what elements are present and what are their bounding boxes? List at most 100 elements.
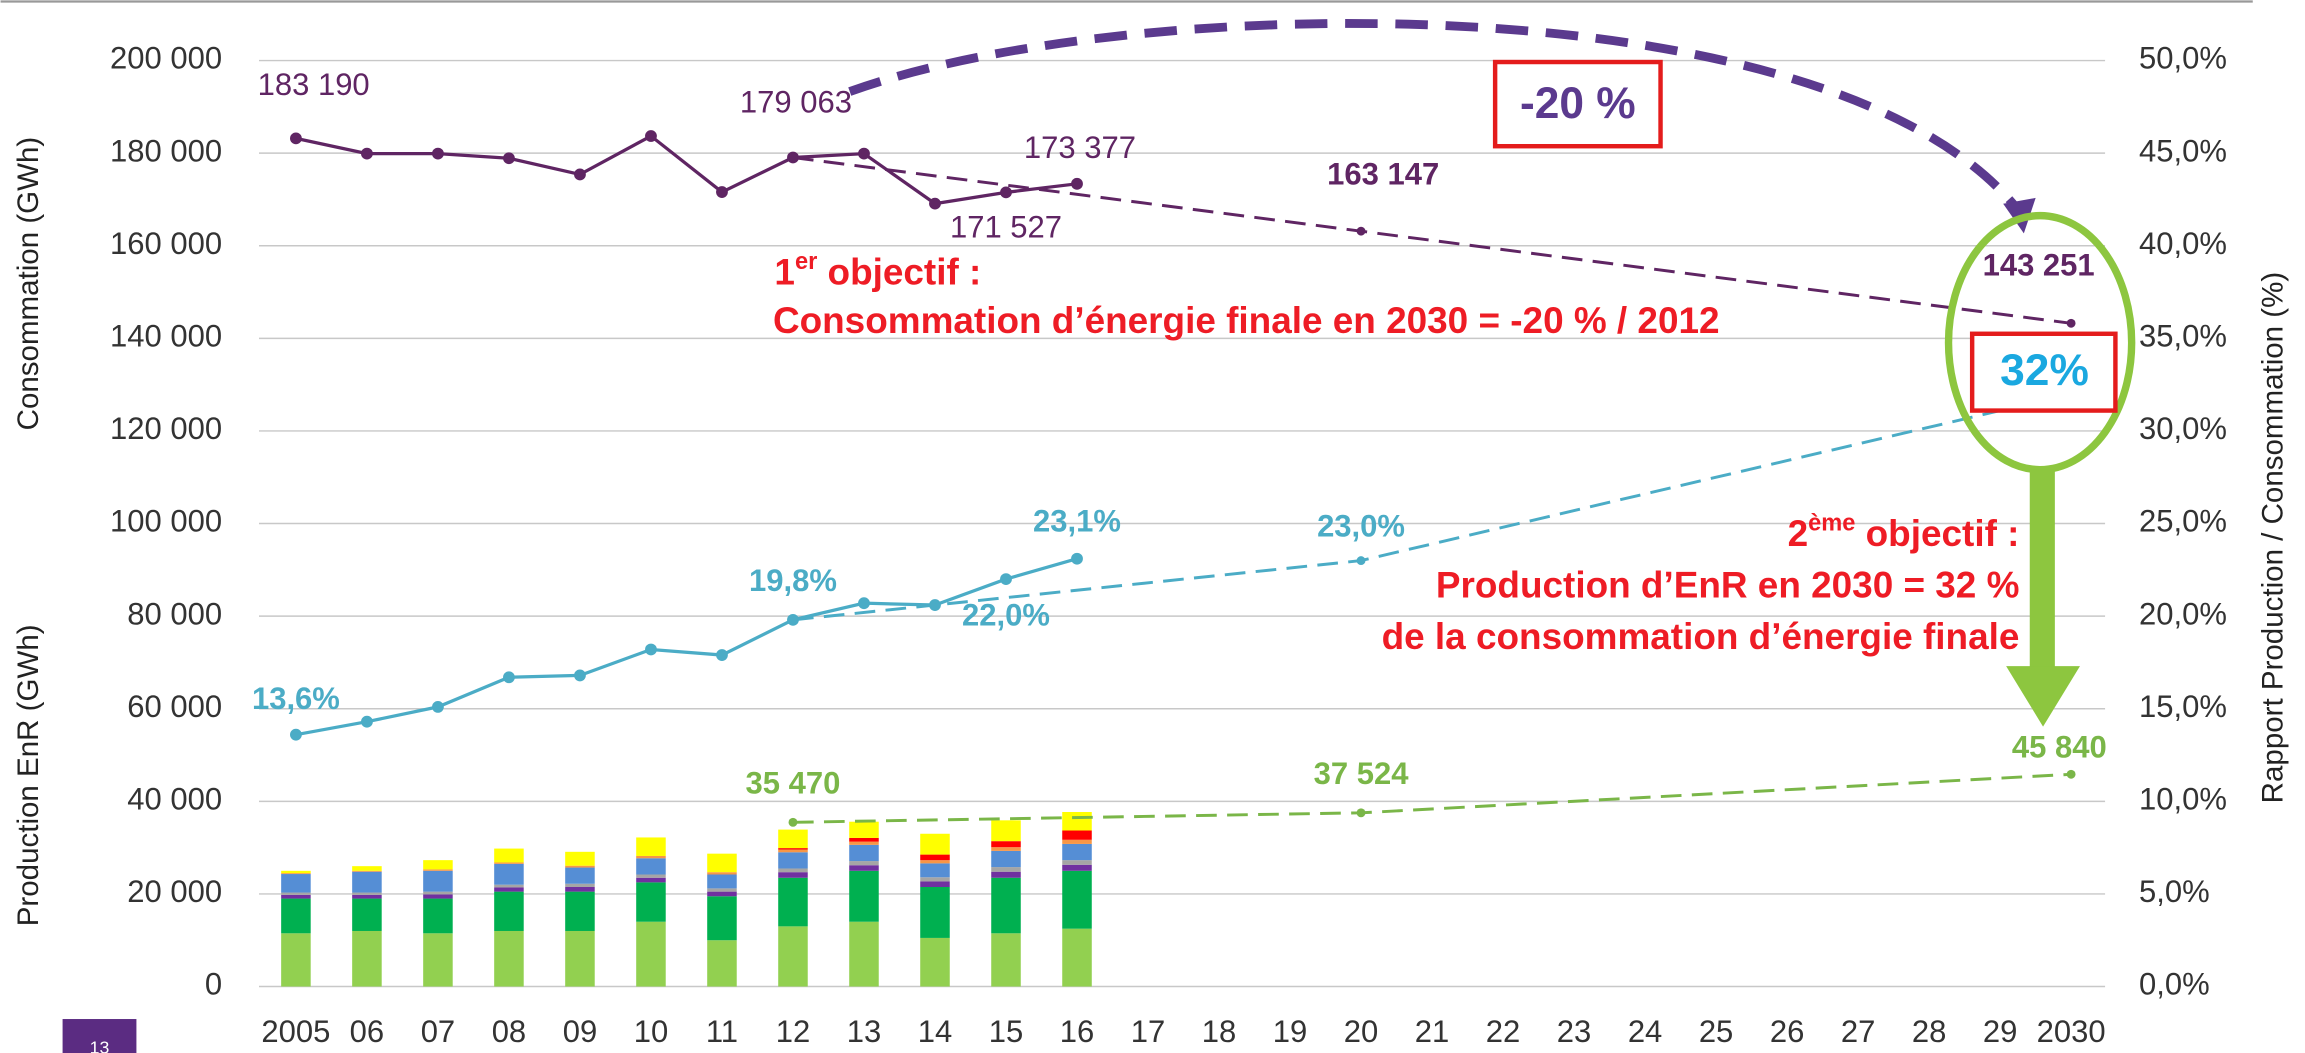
objective-number: 2 (1788, 513, 1809, 554)
x-tick-label: 2005 (261, 1014, 330, 1049)
point (788, 817, 798, 827)
x-tick-label: 21 (1415, 1014, 1449, 1049)
y2-tick-label: 25,0% (2139, 504, 2227, 539)
bar-segment (991, 841, 1021, 848)
point (929, 197, 941, 210)
x-tick-label: 11 (706, 1014, 738, 1049)
y2-tick-label: 0,0% (2139, 967, 2210, 1002)
data-label: 13,6% (252, 681, 340, 716)
x-tick-label: 22 (1486, 1014, 1520, 1049)
bar-segment (849, 821, 879, 838)
reduction-label: -20 % (1520, 79, 1636, 128)
point (858, 597, 870, 610)
bar-segment (281, 898, 311, 934)
point (716, 186, 728, 198)
data-label: 179 063 (740, 85, 852, 120)
objective-suffix: er (795, 249, 817, 275)
bar-segment (1062, 864, 1092, 871)
bar-segment (920, 854, 950, 861)
bar-segment (423, 933, 453, 987)
x-tick-label: 13 (847, 1014, 881, 1049)
objective-number: 1 (774, 251, 795, 292)
x-tick-label: 28 (1912, 1014, 1946, 1049)
bar-segment (849, 837, 879, 842)
x-tick-label: 09 (563, 1014, 597, 1049)
point (432, 700, 444, 713)
bar-segment (352, 866, 382, 871)
bar-segment (778, 868, 808, 873)
bar-segment (281, 873, 311, 875)
bar-segment (991, 877, 1021, 934)
point (1356, 226, 1366, 236)
y2-tick-label: 20,0% (2139, 596, 2227, 631)
y2-tick-label: 35,0% (2139, 319, 2227, 354)
bar-segment (636, 882, 666, 922)
bar-segment (920, 877, 950, 882)
objective-2-detail: Production d’EnR en 2030 = 32 % (1436, 565, 2020, 606)
bar-segment (494, 884, 524, 888)
bar-segment (494, 891, 524, 931)
point (645, 643, 657, 656)
point (290, 728, 302, 741)
objective-text: objectif : (1855, 513, 2019, 554)
bar-segment (778, 829, 808, 849)
x-tick-label: 19 (1273, 1014, 1307, 1049)
point (2066, 318, 2076, 328)
data-label: 23,0% (1317, 508, 1405, 543)
bar-segment (849, 841, 879, 845)
bar-segment (281, 874, 311, 893)
bar-segment (920, 937, 950, 987)
bar-segment (423, 870, 453, 892)
bar-segment (565, 867, 595, 884)
bar-segment (707, 896, 737, 941)
x-tick-label: 08 (492, 1014, 526, 1049)
bar-segment (281, 894, 311, 899)
plot-area: 0 20 000 40 000 60 000 80 000 100 000 120 000 1… (110, 41, 2227, 1049)
page-number: 13 (90, 1037, 110, 1053)
y2-tick-label: 10,0% (2139, 782, 2227, 817)
data-label: 143 251 (1983, 247, 2095, 282)
x-tick-label: 25 (1699, 1014, 1733, 1049)
data-label: 23,1% (1033, 503, 1121, 538)
bar-segment (707, 853, 737, 873)
point (361, 147, 373, 160)
y2-tick-label: 50,0% (2139, 41, 2227, 76)
bar-segment (991, 933, 1021, 987)
bar-segment (565, 930, 595, 987)
point (1071, 177, 1083, 190)
data-label: 19,8% (749, 563, 837, 598)
bar-segment (565, 891, 595, 931)
bar-segment (1062, 811, 1092, 831)
bar-segment (991, 871, 1021, 878)
bar-segment (707, 874, 737, 889)
data-label: 173 377 (1024, 130, 1136, 165)
y-tick-label: 0 (205, 967, 222, 1002)
point (574, 168, 586, 181)
y2-tick-label: 5,0% (2139, 874, 2210, 909)
point (432, 147, 444, 160)
bar-segment (494, 848, 524, 863)
data-label: 35 470 (746, 766, 841, 801)
bar-segment (1062, 860, 1092, 865)
bar-segment (352, 930, 382, 987)
data-label: 183 190 (258, 67, 370, 102)
bar-segment (636, 837, 666, 856)
y-tick-label: 100 000 (110, 504, 222, 539)
bar-segment (849, 921, 879, 987)
point (361, 715, 373, 728)
y-tick-label: 120 000 (110, 411, 222, 446)
data-label: 45 840 (2012, 729, 2107, 764)
reduction-box (1492, 59, 1663, 149)
bar-segment (849, 865, 879, 871)
bar-segment (423, 891, 453, 895)
bar-segment (1062, 830, 1092, 840)
y-axis-title: Production EnR (GWh) (12, 624, 45, 926)
x-tick-label: 23 (1557, 1014, 1591, 1049)
objective-text: objectif : (817, 251, 981, 292)
x-tick-label: 29 (1983, 1014, 2017, 1049)
y-axis-title: Consommation (GWh) (12, 137, 45, 431)
objective-2-title: 2ème objectif : (1788, 511, 2020, 554)
bar-segment (423, 869, 453, 871)
data-label: 37 524 (1314, 756, 1410, 791)
